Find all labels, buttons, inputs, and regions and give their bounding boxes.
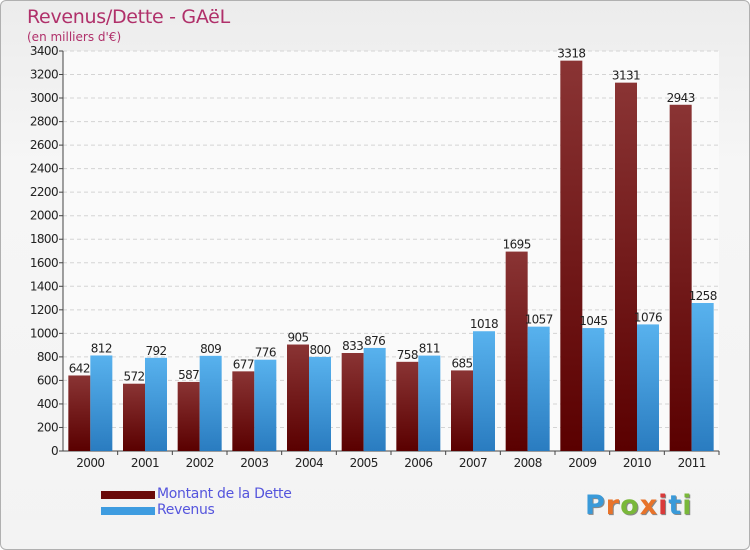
x-tick-label: 2008 — [514, 456, 542, 470]
y-tick-label: 3200 — [30, 68, 58, 82]
chart-subtitle: (en milliers d'€) — [27, 30, 122, 44]
x-tick-label: 2005 — [350, 456, 378, 470]
data-label-debt: 905 — [287, 331, 308, 345]
bar-revenus — [637, 324, 659, 451]
data-label-debt: 642 — [69, 361, 90, 375]
y-tick-label: 1800 — [30, 232, 58, 246]
data-label-debt: 833 — [342, 339, 363, 353]
data-label-revenus: 800 — [309, 343, 330, 357]
y-tick-label: 600 — [37, 373, 58, 387]
y-tick-label: 800 — [37, 350, 58, 364]
legend-label-debt: Montant de la Dette — [157, 486, 292, 502]
bar-debt — [177, 381, 200, 451]
data-label-revenus: 811 — [419, 342, 440, 356]
data-label-revenus: 876 — [364, 334, 385, 348]
bar-revenus — [145, 357, 167, 451]
data-label-revenus: 1057 — [525, 313, 553, 327]
bar-revenus — [90, 355, 113, 451]
data-label-debt: 758 — [397, 348, 418, 362]
bar-revenus — [199, 355, 222, 451]
x-tick-label: 2011 — [678, 456, 706, 470]
logo-letter: t — [668, 490, 683, 521]
x-tick-label: 2002 — [186, 456, 214, 470]
chart-title: Revenus/Dette - GAëL — [27, 6, 230, 28]
logo-letter: i — [682, 490, 693, 521]
legend-label-revenus: Revenus — [157, 502, 215, 518]
logo-letter: P — [585, 490, 606, 521]
logo-letter: r — [605, 490, 621, 521]
bar-revenus — [309, 356, 331, 451]
x-tick-label: 2004 — [295, 456, 323, 470]
bar-debt — [669, 104, 692, 451]
bar-debt — [396, 361, 419, 451]
bar-revenus — [418, 355, 441, 451]
x-tick-label: 2007 — [459, 456, 487, 470]
y-tick-label: 3000 — [30, 91, 58, 105]
bar-debt — [341, 353, 364, 451]
bar-revenus — [527, 326, 550, 451]
bar-debt — [123, 383, 145, 451]
data-label-revenus: 792 — [145, 344, 166, 358]
data-label-debt: 572 — [123, 370, 144, 384]
data-label-debt: 3318 — [557, 47, 585, 61]
bar-revenus — [254, 359, 277, 451]
data-label-debt: 685 — [451, 356, 472, 370]
bar-debt — [232, 371, 255, 451]
data-label-debt: 677 — [233, 357, 254, 371]
x-tick-label: 2010 — [623, 456, 651, 470]
y-tick-label: 1000 — [30, 326, 58, 340]
y-tick-label: 2400 — [30, 162, 58, 176]
bar-debt — [615, 82, 637, 451]
plot-area — [63, 51, 719, 451]
data-label-debt: 587 — [178, 368, 199, 382]
y-tick-label: 2200 — [30, 185, 58, 199]
data-label-revenus: 809 — [200, 342, 221, 356]
logo-letter: o — [620, 490, 640, 521]
x-tick-label: 2009 — [568, 456, 596, 470]
y-tick-label: 1200 — [30, 303, 58, 317]
data-label-revenus: 776 — [255, 346, 276, 360]
proxiti-logo: Proxiti — [585, 490, 693, 521]
bar-debt — [505, 251, 528, 451]
logo-letter: x — [639, 490, 659, 521]
data-label-revenus: 1045 — [579, 314, 607, 328]
x-tick-label: 2006 — [404, 456, 432, 470]
y-tick-label: 3400 — [30, 44, 58, 58]
data-label-revenus: 1076 — [634, 310, 662, 324]
bar-revenus — [691, 303, 714, 451]
bar-debt — [451, 370, 473, 451]
data-label-revenus: 1018 — [470, 317, 498, 331]
bar-debt — [68, 375, 91, 451]
x-tick-label: 2000 — [76, 456, 104, 470]
data-label-revenus: 812 — [91, 341, 112, 355]
y-tick-label: 2000 — [30, 209, 58, 223]
logo-letter: i — [658, 490, 669, 521]
bar-revenus — [582, 328, 605, 451]
y-tick-label: 1400 — [30, 279, 58, 293]
data-label-revenus: 1258 — [689, 289, 717, 303]
data-label-debt: 2943 — [667, 91, 695, 105]
data-label-debt: 1695 — [503, 238, 531, 252]
x-tick-label: 2003 — [240, 456, 268, 470]
y-tick-label: 1600 — [30, 256, 58, 270]
y-tick-label: 200 — [37, 420, 58, 434]
bar-revenus — [473, 331, 495, 451]
legend-swatch-debt — [101, 491, 155, 499]
bar-revenus — [363, 347, 386, 451]
y-tick-label: 400 — [37, 397, 58, 411]
legend-swatch-revenus — [101, 507, 155, 515]
y-tick-label: 0 — [51, 444, 58, 458]
bar-debt — [287, 344, 309, 451]
x-tick-label: 2001 — [131, 456, 159, 470]
bar-debt — [560, 60, 583, 451]
y-tick-label: 2600 — [30, 138, 58, 152]
y-tick-label: 2800 — [30, 115, 58, 129]
data-label-debt: 3131 — [612, 69, 640, 83]
